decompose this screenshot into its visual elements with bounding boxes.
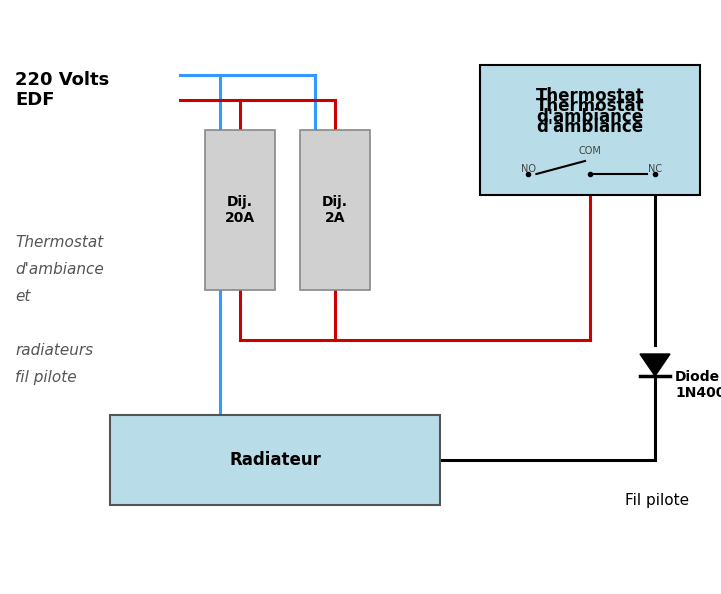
Bar	[110, 415, 440, 505]
Text: Thermostat
d'ambiance: Thermostat d'ambiance	[536, 97, 645, 136]
Text: Thermostat
d'ambiance
et

radiateurs
fil pilote: Thermostat d'ambiance et radiateurs fil …	[15, 235, 104, 385]
Polygon shape	[640, 354, 670, 376]
Text: Radiateur: Radiateur	[229, 451, 321, 469]
Text: Diode
1N4008: Diode 1N4008	[675, 370, 721, 400]
Text: Fil pilote: Fil pilote	[625, 492, 689, 507]
Text: NC: NC	[648, 164, 662, 174]
Text: Dij.
20A: Dij. 20A	[225, 195, 255, 225]
Text: 220 Volts
EDF: 220 Volts EDF	[15, 71, 110, 109]
Text: NO: NO	[521, 164, 536, 174]
Text: Dij.
2A: Dij. 2A	[322, 195, 348, 225]
Bar	[300, 130, 370, 290]
Bar	[205, 130, 275, 290]
Bar	[480, 65, 700, 195]
Text: Thermostat
d'ambiance: Thermostat d'ambiance	[536, 87, 645, 126]
Text: COM: COM	[578, 146, 601, 156]
